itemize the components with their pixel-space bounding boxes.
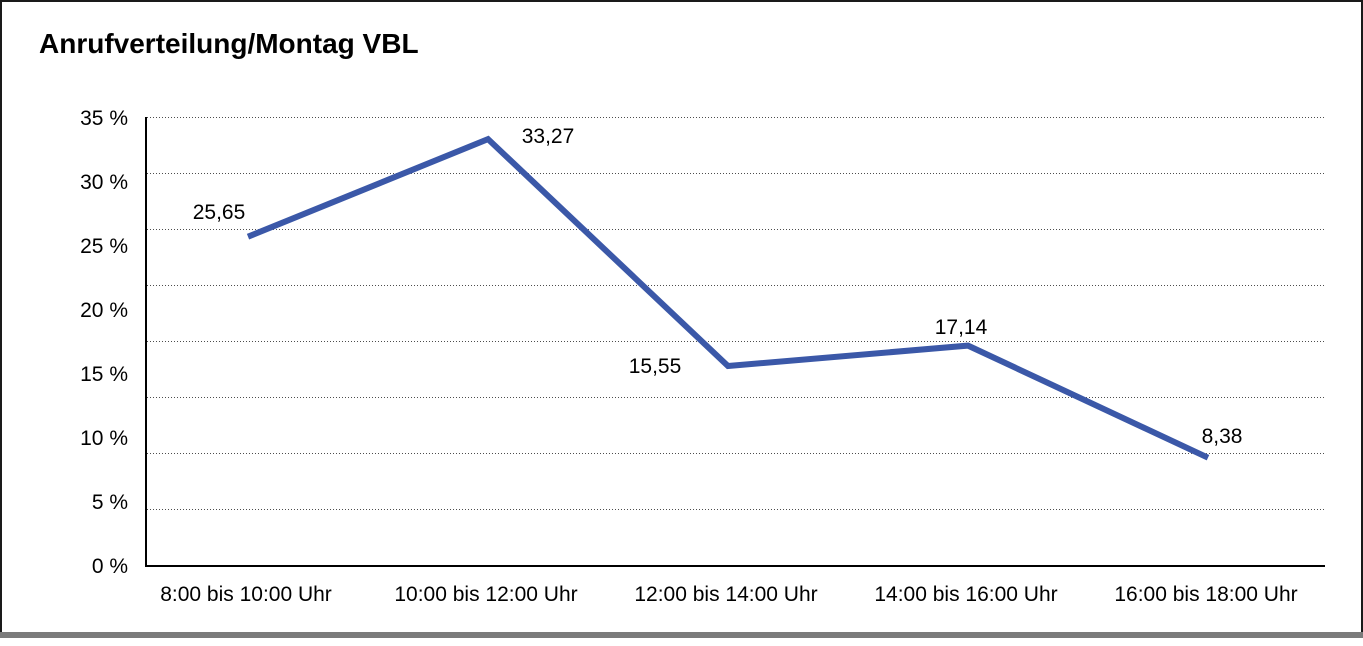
y-tick-label: 25 % xyxy=(80,235,128,258)
gridline xyxy=(147,397,1325,398)
y-tick-label: 20 % xyxy=(80,299,128,322)
gridline xyxy=(147,285,1325,286)
y-tick-label: 15 % xyxy=(80,363,128,386)
x-tick-label: 16:00 bis 18:00 Uhr xyxy=(1114,583,1298,606)
gridline xyxy=(147,453,1325,454)
x-tick-label: 8:00 bis 10:00 Uhr xyxy=(160,583,332,606)
chart-title: Anrufverteilung/Montag VBL xyxy=(39,28,419,59)
y-tick-label: 30 % xyxy=(80,171,128,194)
y-tick-label: 0 % xyxy=(91,555,128,578)
y-tick-label: 10 % xyxy=(80,427,128,450)
data-value-label: 8,38 xyxy=(1201,424,1243,448)
window-bottom-edge xyxy=(0,632,1363,638)
line-series-layer xyxy=(246,135,1210,461)
y-tick-label: 5 % xyxy=(91,491,128,514)
data-value-label: 25,65 xyxy=(192,200,246,224)
x-tick-label: 12:00 bis 14:00 Uhr xyxy=(634,583,818,606)
x-tick-label: 14:00 bis 16:00 Uhr xyxy=(874,583,1058,606)
gridline xyxy=(147,173,1325,174)
x-tick-label: 10:00 bis 12:00 Uhr xyxy=(394,583,578,606)
data-value-label: 15,55 xyxy=(628,354,682,378)
gridline xyxy=(147,117,1325,118)
series-polyline xyxy=(246,135,1210,461)
plot-area xyxy=(145,117,1325,567)
data-value-label: 33,27 xyxy=(521,125,575,149)
gridline xyxy=(147,509,1325,510)
gridline xyxy=(147,341,1325,342)
data-value-label: 17,14 xyxy=(934,315,988,339)
gridline xyxy=(147,229,1325,230)
y-tick-label: 35 % xyxy=(80,107,128,130)
